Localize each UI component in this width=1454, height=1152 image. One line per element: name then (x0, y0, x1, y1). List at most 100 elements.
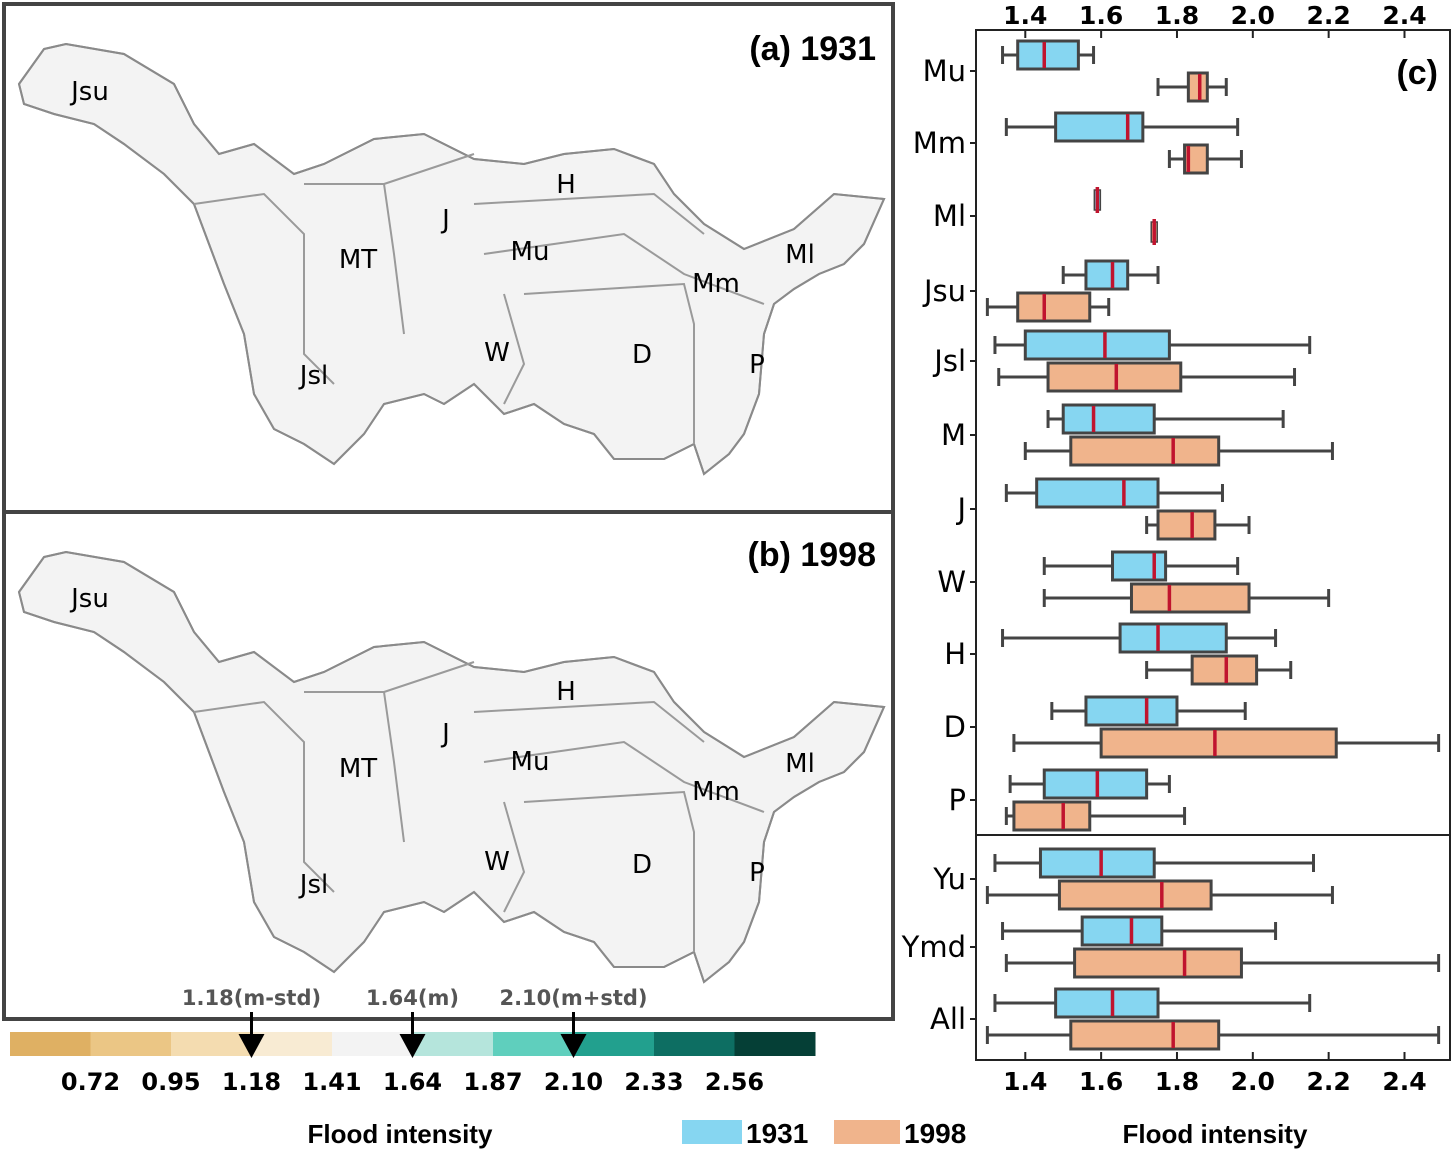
map-b-label-d: D (632, 850, 652, 880)
colorbar-segment-5 (412, 1032, 494, 1056)
x-tick-label-bottom: 2.4 (1382, 1067, 1426, 1096)
colorbar-tick-label: 0.95 (141, 1068, 200, 1096)
iqr-box (1156, 509, 1217, 541)
colorbar-markers: 1.18(m-std) 1.64(m) 2.10(m+std) (182, 986, 648, 1058)
y-tick-label-all: All (930, 1002, 966, 1036)
map-a-label-d: D (632, 340, 652, 370)
iqr-box (1016, 291, 1092, 323)
colorbar-segment-0 (10, 1032, 91, 1056)
iqr-box (1190, 654, 1259, 686)
iqr-box (1084, 259, 1130, 291)
y-tick-label-ymd: Ymd (901, 930, 966, 964)
colorbar-marker-arrow (560, 1034, 587, 1058)
box-1998-p (1004, 800, 1187, 832)
iqr-box (1099, 727, 1338, 759)
box-1998-d (1012, 727, 1441, 759)
legend-label-1998: 1998 (904, 1118, 966, 1149)
iqr-box (1073, 947, 1243, 979)
colorbar-marker-label: 1.64(m) (366, 986, 459, 1010)
box-1931-p (1008, 768, 1171, 800)
map-a-labels: Jsu MT J H Mu Ml Mm W D P Jsl (69, 77, 815, 391)
box-1931-h (1001, 622, 1278, 654)
iqr-box (1084, 695, 1179, 727)
box-1998-jsu (985, 291, 1111, 323)
box-1931-w (1042, 550, 1240, 582)
colorbar-segment-1 (90, 1032, 172, 1056)
iqr-box (1186, 71, 1209, 103)
x-tick-label-top: 2.2 (1307, 1, 1351, 30)
map-a-label-p: P (749, 350, 765, 380)
box-1931-jsu (1061, 259, 1160, 291)
x-tick-label-top: 1.8 (1155, 1, 1199, 30)
iqr-box (1057, 879, 1213, 911)
map-a-label-mu: Mu (511, 237, 550, 267)
map-a-subbasin-borders (193, 153, 765, 444)
boxplot-panel-label: (c) (1396, 54, 1438, 92)
map-b-label-jsl: Jsl (298, 870, 328, 900)
legend: 1931 1998 (682, 1118, 966, 1149)
iqr-box (1038, 847, 1156, 879)
y-tick-label-m: M (941, 418, 966, 452)
iqr-box (1054, 111, 1145, 143)
box-1998-yu (985, 879, 1334, 911)
iqr-box (1012, 800, 1092, 832)
x-tick-label-top: 1.4 (1003, 1, 1047, 30)
y-tick-label-yu: Yu (932, 862, 966, 896)
box-1931-yu (993, 847, 1315, 879)
iqr-box (1023, 329, 1171, 361)
colorbar-tick-label: 2.10 (544, 1068, 603, 1096)
box-1998-j (1145, 509, 1251, 541)
map-panel-a: (a) 1931 Jsu MT J H Mu Ml Mm W D P Jsl (2, 2, 895, 514)
colorbar-tick-label: 2.33 (624, 1068, 683, 1096)
iqr-box (1080, 915, 1164, 947)
box-1998-mm (1167, 143, 1243, 175)
colorbar-tick-label: 1.64 (383, 1068, 442, 1096)
boxplot-x-axis-title: Flood intensity (1123, 1119, 1308, 1149)
box-1998-ml (1150, 219, 1158, 245)
colorbar-title: Flood intensity (308, 1119, 493, 1149)
map-a-label-jsl: Jsl (298, 361, 328, 391)
colorbar-segments (10, 1032, 816, 1056)
colorbar-segment-2 (171, 1032, 252, 1056)
map-a-label-ml: Ml (785, 240, 815, 270)
panel-a-title: (a) 1931 (749, 30, 876, 68)
iqr-box (1069, 1019, 1221, 1051)
map-b-label-p: P (749, 858, 765, 888)
iqr-box (1061, 403, 1156, 435)
colorbar-tick-label: 1.18 (222, 1068, 281, 1096)
map-b-label-mm: Mm (692, 777, 740, 807)
colorbar-tick-label: 1.87 (463, 1068, 522, 1096)
iqr-box (1054, 987, 1160, 1019)
x-tick-label-top: 2.4 (1382, 1, 1426, 30)
colorbar-tick-labels: 0.72 0.95 1.18 1.41 1.64 1.87 2.10 2.33 2.56 (61, 1068, 764, 1096)
colorbar-segment-3 (251, 1032, 333, 1056)
y-tick-label-jsu: Jsu (922, 274, 966, 308)
colorbar-segment-8 (654, 1032, 735, 1056)
x-tick-label-bottom: 1.6 (1079, 1067, 1123, 1096)
iqr-box (1042, 768, 1149, 800)
y-tick-label-ml: Ml (933, 199, 966, 233)
boxplot-y-ticks: Mu Mm Ml Jsu Jsl M J W H D P Yu Ymd All (901, 54, 976, 1036)
map-a-label-mt: MT (339, 245, 377, 275)
y-tick-label-d: D (944, 710, 966, 744)
map-b-label-ml: Ml (785, 749, 815, 779)
map-b-label-h: H (556, 677, 576, 707)
colorbar: 0.72 0.95 1.18 1.41 1.64 1.87 2.10 2.33 2.56 1.1… (10, 986, 816, 1149)
boxplot-panel: (c) 1.4 1.4 1.6 1.6 1.8 1.8 2.0 2.0 2.2 2.2 2.4 2.4… (901, 1, 1451, 1149)
colorbar-segment-7 (573, 1032, 655, 1056)
box-1998-h (1145, 654, 1293, 686)
map-b-label-j: J (440, 719, 450, 749)
colorbar-marker-arrow (399, 1034, 426, 1058)
box-1931-mm (1004, 111, 1240, 143)
box-1931-d (1050, 695, 1247, 727)
iqr-box (1046, 361, 1183, 393)
iqr-box (1035, 477, 1160, 509)
map-panel-b: (b) 1998 Jsu MT J H Mu Ml Mm W D P Jsl (2, 510, 895, 1021)
y-tick-label-h: H (944, 637, 966, 671)
colorbar-tick-label: 1.41 (302, 1068, 361, 1096)
box-1931-j (1004, 477, 1224, 509)
iqr-box (1016, 39, 1080, 71)
x-tick-label-bottom: 2.0 (1231, 1067, 1275, 1096)
boxplot-x-ticks: 1.4 1.4 1.6 1.6 1.8 1.8 2.0 2.0 2.2 2.2 2.4 2.4 (1003, 1, 1426, 1096)
